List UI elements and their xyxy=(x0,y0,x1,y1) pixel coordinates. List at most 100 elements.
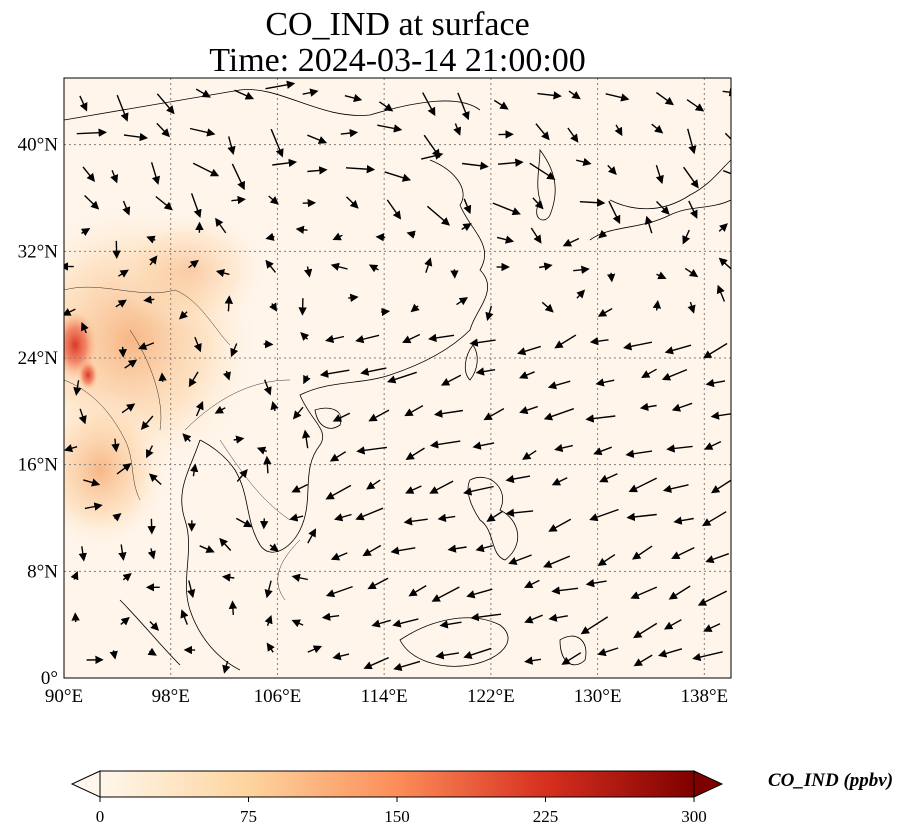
wind-arrow xyxy=(403,517,428,526)
wind-arrow xyxy=(463,198,472,215)
wind-arrow xyxy=(222,370,231,381)
wind-arrow xyxy=(137,342,155,350)
wind-arrow xyxy=(614,124,623,137)
wind-arrow xyxy=(345,164,376,174)
wind-arrow xyxy=(227,136,236,156)
wind-arrow xyxy=(118,544,127,561)
wind-arrow xyxy=(235,517,253,528)
wind-arrow xyxy=(269,543,279,552)
wind-arrow xyxy=(187,580,196,599)
wind-arrow xyxy=(156,122,171,138)
wind-arrow xyxy=(392,618,419,628)
wind-arrow xyxy=(215,217,227,234)
wind-arrow xyxy=(402,333,421,344)
longitude-tick-label: 138°E xyxy=(680,686,728,707)
wind-arrow xyxy=(421,151,444,160)
wind-arrow xyxy=(410,303,420,313)
wind-arrow xyxy=(233,435,245,444)
wind-arrow xyxy=(710,479,731,494)
wind-arrow xyxy=(644,215,653,234)
wind-arrow xyxy=(368,409,390,422)
wind-arrow xyxy=(662,484,689,493)
wind-arrow xyxy=(189,127,216,137)
wind-arrow xyxy=(146,235,156,244)
wind-arrow xyxy=(83,478,101,487)
wind-arrow xyxy=(272,158,298,168)
wind-arrow xyxy=(116,94,129,122)
latitude-tick-label: 0° xyxy=(41,668,58,689)
longitude-tick-labels: 90°E 98°E 106°E 114°E 122°E 130°E 138°E xyxy=(45,686,728,707)
wind-arrow xyxy=(393,660,421,671)
wind-arrow xyxy=(671,402,693,412)
wind-arrow xyxy=(180,609,189,625)
wind-arrow xyxy=(215,268,230,278)
wind-arrow xyxy=(517,345,542,356)
wind-arrow xyxy=(723,170,731,175)
wind-arrow xyxy=(692,651,723,662)
wind-arrow xyxy=(221,573,235,582)
wind-arrow xyxy=(486,510,503,522)
wind-arrow xyxy=(508,554,532,565)
wind-arrow xyxy=(147,548,156,560)
wind-arrow xyxy=(666,444,693,453)
wind-arrow xyxy=(606,272,616,283)
wind-arrow xyxy=(390,546,416,555)
wind-arrow xyxy=(387,371,417,384)
wind-arrow xyxy=(192,162,220,177)
wind-arrow xyxy=(631,545,653,560)
wind-arrow xyxy=(307,528,317,544)
wind-arrow xyxy=(384,171,412,182)
wind-arrow xyxy=(456,297,469,306)
wind-arrow xyxy=(64,308,76,316)
wind-arrow xyxy=(724,132,731,140)
wind-arrow xyxy=(428,333,455,343)
wind-arrow xyxy=(668,585,691,600)
wind-arrow xyxy=(355,334,380,344)
wind-arrow xyxy=(123,132,149,142)
wind-arrow xyxy=(505,474,531,484)
wind-arrow xyxy=(263,379,272,396)
wind-arrow xyxy=(321,612,340,621)
wind-arrow xyxy=(325,484,352,500)
wind-arrow xyxy=(453,123,462,136)
wind-arrow xyxy=(344,93,363,103)
wind-arrow xyxy=(538,262,553,271)
wind-arrow xyxy=(655,164,664,185)
wind-arrow xyxy=(701,511,727,527)
wind-arrow xyxy=(705,378,726,388)
wind-arrow xyxy=(623,341,653,351)
wind-arrow xyxy=(330,262,348,271)
wind-arrow xyxy=(307,645,323,654)
wind-arrow xyxy=(289,513,304,522)
wind-arrow xyxy=(580,616,609,635)
wind-arrow xyxy=(605,93,630,102)
wind-arrow xyxy=(112,513,122,522)
wind-arrow xyxy=(188,371,199,388)
wind-arrow xyxy=(228,600,238,615)
wind-arrow xyxy=(475,367,496,376)
wind-arrow xyxy=(84,502,103,511)
wind-arrow xyxy=(307,166,328,175)
wind-arrow xyxy=(291,483,309,493)
wind-arrow xyxy=(633,622,658,639)
wind-arrow xyxy=(118,269,129,278)
wind-arrow xyxy=(496,235,515,244)
wind-arrow xyxy=(405,447,425,460)
wind-arrow xyxy=(291,619,304,628)
wind-arrow xyxy=(367,577,389,590)
wind-arrow xyxy=(589,508,619,522)
wind-arrow xyxy=(651,123,664,134)
wind-arrow xyxy=(300,332,310,341)
wind-arrow xyxy=(607,164,617,176)
wind-arrow xyxy=(626,512,657,522)
wind-arrow xyxy=(543,555,571,568)
wind-arrow xyxy=(404,404,424,417)
wind-arrow xyxy=(585,414,616,423)
wind-arrow xyxy=(406,230,416,239)
wind-arrow xyxy=(548,518,572,532)
wind-arrow xyxy=(597,647,619,657)
wind-arrow xyxy=(378,101,394,112)
wind-arrow xyxy=(155,195,173,211)
wind-arrow xyxy=(64,444,78,453)
